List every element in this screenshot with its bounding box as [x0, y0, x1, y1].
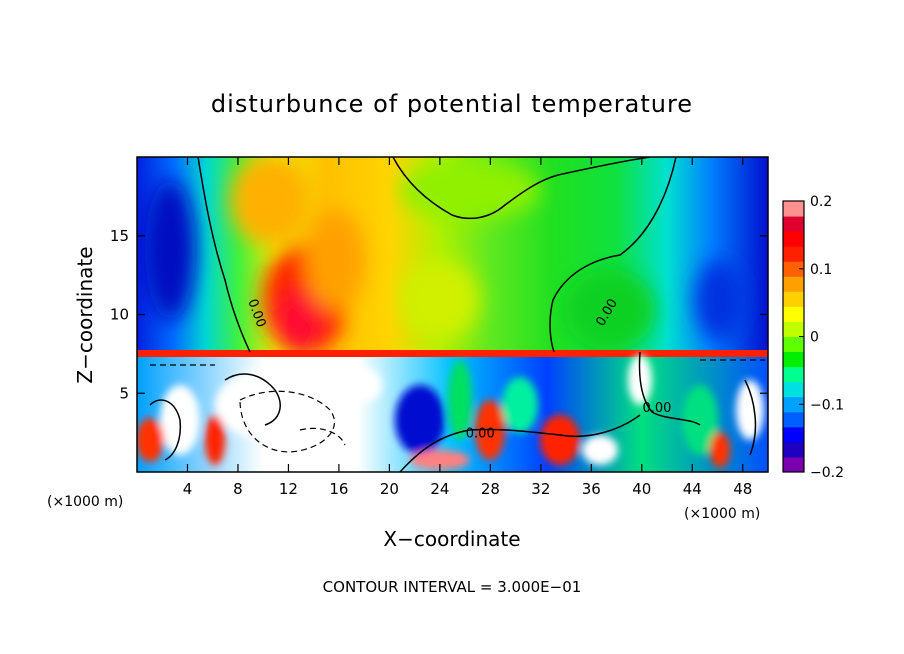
- colorbar-segment: [783, 246, 804, 262]
- contour-label: 0.00: [642, 401, 671, 416]
- colorbar-frame: [782, 200, 805, 473]
- y-tick-label: 15: [110, 227, 129, 245]
- colorbar-segment: [783, 261, 804, 277]
- chart-title: disturbunce of potential temperature: [211, 90, 693, 118]
- x-tick-label: 40: [632, 480, 651, 498]
- colorbar-segment: [783, 276, 804, 292]
- y-tick-label: 10: [110, 306, 129, 324]
- x-tick-label: 32: [531, 480, 550, 498]
- contour-interval-note: CONTOUR INTERVAL = 3.000E−01: [323, 578, 582, 596]
- x-tick-label: 16: [329, 480, 348, 498]
- colorbar-segment: [783, 366, 804, 383]
- colorbar-tick-label: 0.1: [810, 262, 832, 278]
- colorbar-segment: [783, 456, 804, 473]
- y-axis: 5 10 15: [110, 227, 768, 402]
- x-tick-label: 12: [279, 480, 298, 498]
- x-tick-label: 8: [233, 480, 243, 498]
- x-tick-label: 20: [380, 480, 399, 498]
- x-tick-label: 48: [733, 480, 752, 498]
- colorbar-tick-label: −0.2: [810, 465, 844, 481]
- colorbar-tick-label: 0: [810, 330, 819, 346]
- colorbar-tick-label: −0.1: [810, 397, 844, 413]
- colorbar: 0.2 0.1 0 −0.1 −0.2: [783, 194, 844, 481]
- y-tick-label: 5: [119, 384, 129, 402]
- colorbar-segment: [783, 306, 804, 322]
- colorbar-segment: [783, 201, 804, 217]
- colorbar-segment: [783, 321, 804, 337]
- colorbar-segment: [783, 441, 804, 458]
- x-tick-label: 36: [582, 480, 601, 498]
- x-axis: 4 8 12 16 20 24 28 32 36 40 44 48: [183, 157, 752, 498]
- colorbar-segment: [783, 351, 804, 368]
- colorbar-segment: [783, 336, 804, 353]
- contour-lines-dashed: [150, 359, 765, 453]
- heatmap-field: [137, 157, 768, 472]
- colorbar-segment: [783, 426, 804, 443]
- contour-lines: [149, 157, 757, 472]
- colorbar-segment: [783, 231, 804, 247]
- interface-band: [137, 350, 768, 357]
- x-tick-label: 4: [183, 480, 193, 498]
- x-unit-right: (×1000 m): [684, 506, 760, 522]
- x-tick-label: 28: [481, 480, 500, 498]
- colorbar-segment: [783, 381, 804, 398]
- colorbar-tick-label: 0.2: [810, 194, 832, 210]
- x-tick-label: 44: [683, 480, 702, 498]
- colorbar-segment: [783, 411, 804, 428]
- colorbar-segment: [783, 396, 804, 413]
- x-axis-label: X−coordinate: [383, 527, 520, 551]
- x-tick-label: 24: [430, 480, 449, 498]
- x-unit-left: (×1000 m): [47, 494, 123, 510]
- y-axis-label: Z−coordinate: [73, 246, 97, 383]
- colorbar-segment: [783, 291, 804, 307]
- contour-label: 0.00: [466, 426, 495, 441]
- colorbar-segment: [783, 216, 804, 232]
